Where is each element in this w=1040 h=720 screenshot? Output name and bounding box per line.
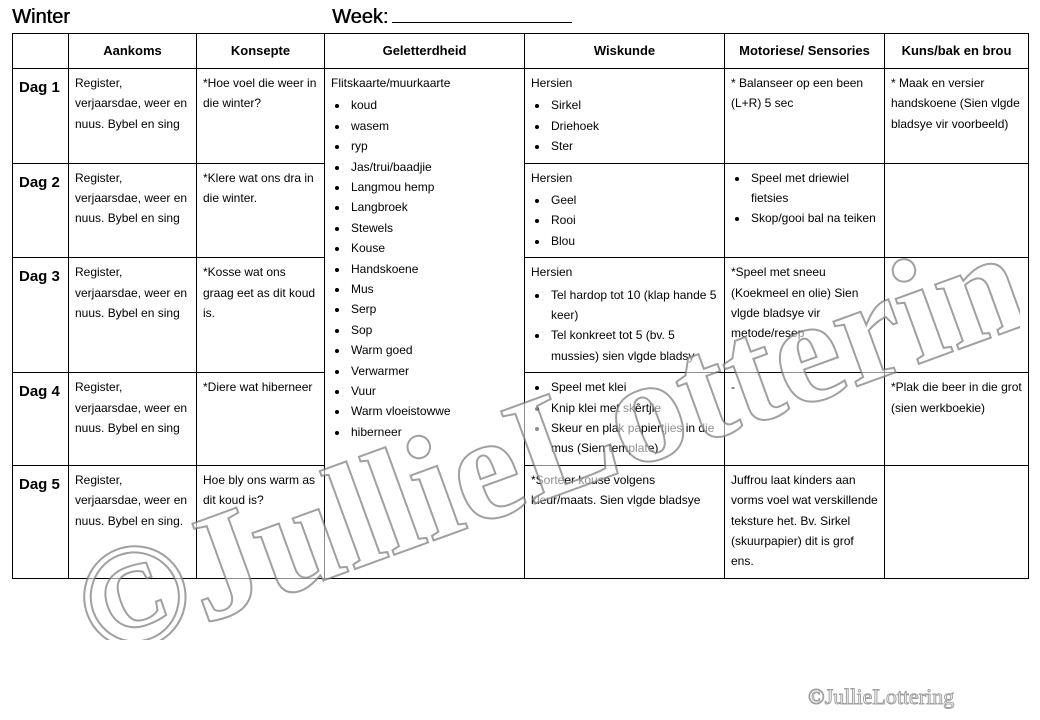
title-theme: Winter	[12, 6, 332, 29]
plan-table: Aankoms Konsepte Geletterdheid Wiskunde …	[12, 33, 1029, 579]
list-item: Blou	[549, 231, 718, 251]
cell-kuns	[885, 258, 1029, 373]
cell-wiskunde: Hersien Geel Rooi Blou	[525, 163, 725, 258]
day-label: Dag 3	[13, 258, 69, 373]
cell-aankoms: Register, verjaarsdae, weer en nuus. Byb…	[69, 465, 197, 578]
list-item: Mus	[349, 279, 518, 299]
cell-wiskunde: Hersien Tel hardop tot 10 (klap hande 5 …	[525, 258, 725, 373]
cell-motories: Juffrou laat kinders aan vorms voel wat …	[725, 465, 885, 578]
wisk-lead: Hersien	[531, 73, 718, 93]
cell-konsepte: *Diere wat hiberneer	[197, 373, 325, 466]
cell-wiskunde: *Sorteer kouse volgens kleur/maats. Sien…	[525, 465, 725, 578]
wisk-lead: Hersien	[531, 262, 718, 282]
cell-kuns: *Plak die beer in die grot (sien werkboe…	[885, 373, 1029, 466]
cell-aankoms: Register, verjaarsdae, weer en nuus. Byb…	[69, 373, 197, 466]
day-label: Dag 2	[13, 163, 69, 258]
cell-kuns: * Maak en versier handskoene (Sien vlgde…	[885, 69, 1029, 164]
gel-lead: Flitskaarte/muurkaarte	[331, 73, 518, 93]
wisk-lead: Hersien	[531, 168, 718, 188]
cell-motories: *Speel met sneeu (Koekmeel en olie) Sien…	[725, 258, 885, 373]
list-item: hiberneer	[349, 422, 518, 442]
list-item: Langbroek	[349, 197, 518, 217]
cell-wiskunde: Speel met klei Knip klei met skêrtjie Sk…	[525, 373, 725, 466]
wisk-list: Speel met klei Knip klei met skêrtjie Sk…	[531, 377, 718, 459]
col-motories: Motoriese/ Sensories	[725, 34, 885, 69]
list-item: Sop	[349, 320, 518, 340]
wisk-list: Geel Rooi Blou	[531, 190, 718, 251]
cell-aankoms: Register, verjaarsdae, weer en nuus. Byb…	[69, 258, 197, 373]
wisk-list: Tel hardop tot 10 (klap hande 5 keer) Te…	[531, 285, 718, 367]
list-item: Vuur	[349, 381, 518, 401]
watermark-small: ©JullieLottering	[808, 682, 1028, 712]
day-label: Dag 1	[13, 69, 69, 164]
wisk-list: Sirkel Driehoek Ster	[531, 95, 718, 156]
cell-wiskunde: Hersien Sirkel Driehoek Ster	[525, 69, 725, 164]
list-item: Warm goed	[349, 340, 518, 360]
watermark-text: ©JullieLottering	[808, 684, 954, 709]
list-item: wasem	[349, 116, 518, 136]
list-item: Ster	[549, 136, 718, 156]
list-item: Jas/trui/baadjie	[349, 157, 518, 177]
list-item: ryp	[349, 136, 518, 156]
list-item: Skeur en plak papiertjies in die mus (Si…	[549, 418, 718, 459]
cell-motories: * Balanseer op een been (L+R) 5 sec	[725, 69, 885, 164]
list-item: Rooi	[549, 210, 718, 230]
cell-motories: Speel met driewiel fietsies Skop/gooi ba…	[725, 163, 885, 258]
title-row: Winter Week:	[12, 6, 1028, 29]
cell-konsepte: *Hoe voel die weer in die winter?	[197, 69, 325, 164]
list-item: Skop/gooi bal na teiken	[749, 208, 878, 228]
title-week: Week:	[332, 6, 572, 29]
cell-konsepte: *Klere wat ons dra in die winter.	[197, 163, 325, 258]
list-item: Sirkel	[549, 95, 718, 115]
list-item: Tel konkreet tot 5 (bv. 5 mussies) sien …	[549, 325, 718, 366]
cell-aankoms: Register, verjaarsdae, weer en nuus. Byb…	[69, 69, 197, 164]
col-wiskunde: Wiskunde	[525, 34, 725, 69]
list-item: Speel met klei	[549, 377, 718, 397]
cell-konsepte: *Kosse wat ons graag eet as dit koud is.	[197, 258, 325, 373]
list-item: Serp	[349, 299, 518, 319]
list-item: Driehoek	[549, 116, 718, 136]
list-item: Langmou hemp	[349, 177, 518, 197]
list-item: Kouse	[349, 238, 518, 258]
col-geletterdheid: Geletterdheid	[325, 34, 525, 69]
cell-kuns	[885, 163, 1029, 258]
list-item: Warm vloeistowwe	[349, 401, 518, 421]
list-item: Geel	[549, 190, 718, 210]
col-kuns: Kuns/bak en brou	[885, 34, 1029, 69]
day-label: Dag 5	[13, 465, 69, 578]
list-item: Knip klei met skêrtjie	[549, 398, 718, 418]
table-row: Dag 1 Register, verjaarsdae, weer en nuu…	[13, 69, 1029, 164]
cell-motories: -	[725, 373, 885, 466]
mot-list: Speel met driewiel fietsies Skop/gooi ba…	[731, 168, 878, 229]
list-item: koud	[349, 95, 518, 115]
col-day	[13, 34, 69, 69]
lesson-plan-page: Winter Week: Aankoms Konsepte Geletterdh…	[0, 0, 1040, 591]
cell-konsepte: Hoe bly ons warm as dit koud is?	[197, 465, 325, 578]
day-label: Dag 4	[13, 373, 69, 466]
list-item: Stewels	[349, 218, 518, 238]
week-label: Week	[332, 6, 383, 28]
list-item: Handskoene	[349, 259, 518, 279]
header-row: Aankoms Konsepte Geletterdheid Wiskunde …	[13, 34, 1029, 69]
cell-kuns	[885, 465, 1029, 578]
list-item: Speel met driewiel fietsies	[749, 168, 878, 209]
col-aankoms: Aankoms	[69, 34, 197, 69]
cell-aankoms: Register, verjaarsdae, weer en nuus. Byb…	[69, 163, 197, 258]
list-item: Tel hardop tot 10 (klap hande 5 keer)	[549, 285, 718, 326]
cell-geletterdheid: Flitskaarte/muurkaarte koud wasem ryp Ja…	[325, 69, 525, 579]
week-blank-line	[392, 22, 572, 23]
gel-list: koud wasem ryp Jas/trui/baadjie Langmou …	[331, 95, 518, 442]
col-konsepte: Konsepte	[197, 34, 325, 69]
list-item: Verwarmer	[349, 361, 518, 381]
